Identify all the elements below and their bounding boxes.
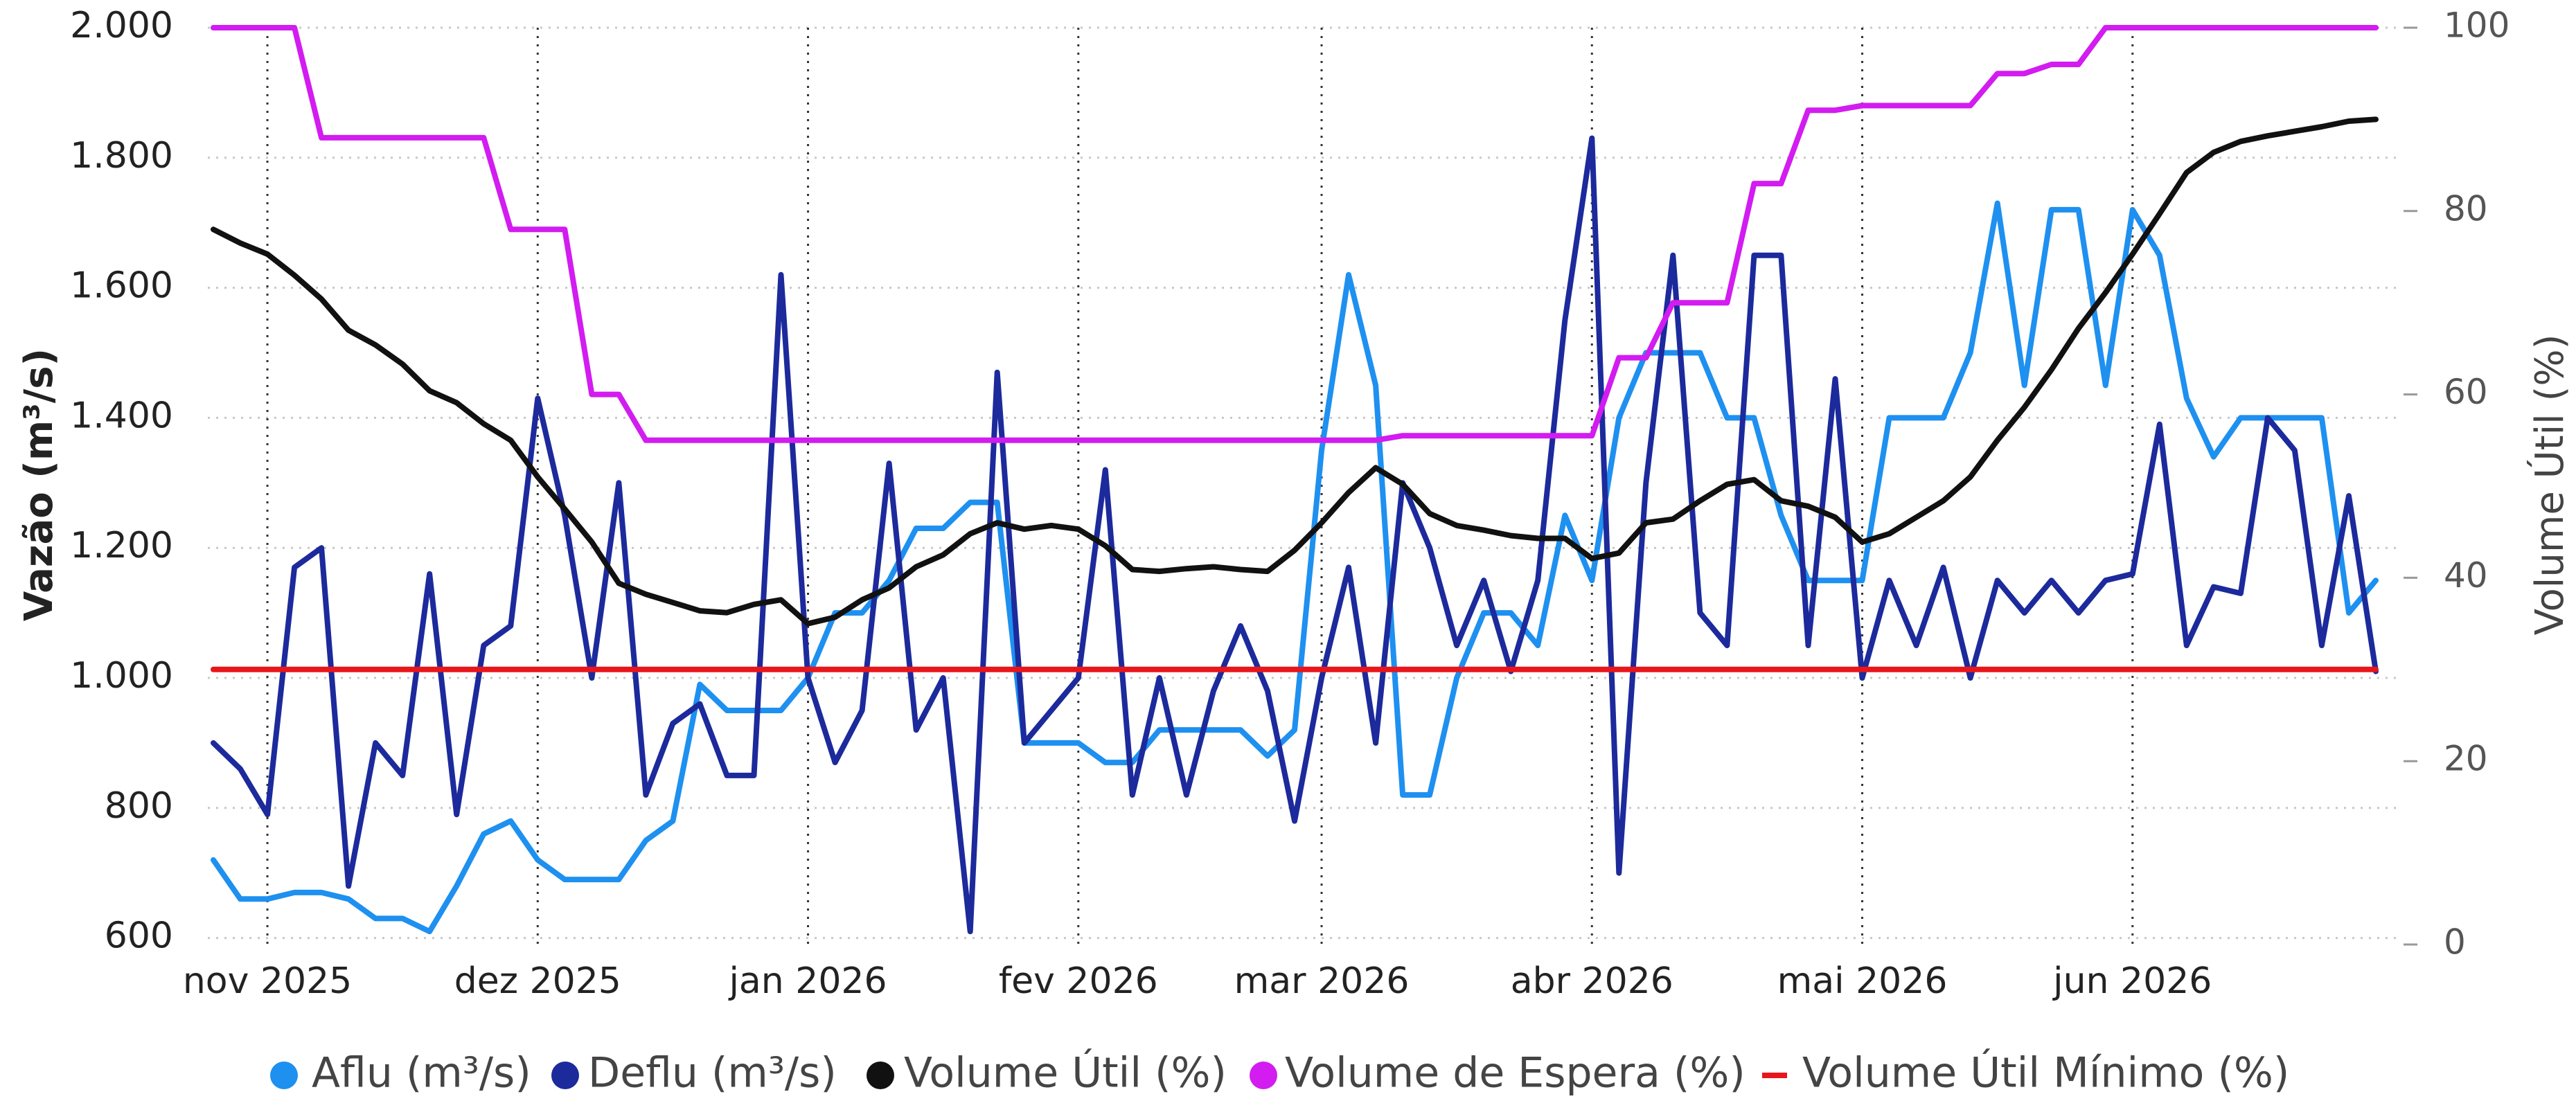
x-tick-label: fev 2026 [999,960,1158,1002]
y-tick-label: 1.400 [70,395,173,436]
x-tick-label: jun 2026 [2052,960,2212,1002]
y-tick-label: 2.000 [70,5,173,46]
x-tick-label: mai 2026 [1777,960,1948,1002]
legend-label: Volume Útil (%) [904,1048,1227,1098]
x-tick-label: abr 2026 [1511,960,1673,1002]
legend-marker [270,1062,298,1089]
x-tick-label: nov 2025 [183,960,352,1002]
series-line [211,200,2379,935]
y-tick-label: 1.000 [70,655,173,697]
y2-axis-label: Volume Útil (%) [2528,334,2573,636]
legend-marker [551,1062,579,1089]
y2-tick-label: 20 [2444,739,2488,779]
y2-tick-label: 0 [2444,922,2466,963]
y-tick-label: 800 [105,785,173,827]
series-line [211,25,2379,443]
y-tick-label: 1.200 [70,525,173,566]
y-axis-label: Vazão (m³/s) [17,348,62,621]
legend-label: Aflu (m³/s) [312,1049,531,1098]
y2-tick-label: 60 [2444,372,2488,412]
legend-marker [1250,1062,1277,1089]
y2-tick-label: 80 [2444,188,2488,229]
legend-label: Deflu (m³/s) [588,1049,837,1098]
x-tick-label: dez 2025 [454,960,621,1002]
y2-tick-label: 40 [2444,555,2488,596]
legend-marker [867,1062,894,1089]
y2-tick-label: 100 [2444,6,2510,46]
x-tick-label: mar 2026 [1234,960,1410,1002]
series-line [211,135,2379,935]
legend-label: Volume Útil Mínimo (%) [1802,1048,2289,1098]
x-tick-label: jan 2026 [728,960,887,1002]
y-tick-label: 1.800 [70,135,173,177]
y-tick-label: 600 [105,915,173,957]
legend-label: Volume de Espera (%) [1285,1049,1746,1098]
series-line [211,116,2379,627]
y-tick-label: 1.600 [70,265,173,307]
